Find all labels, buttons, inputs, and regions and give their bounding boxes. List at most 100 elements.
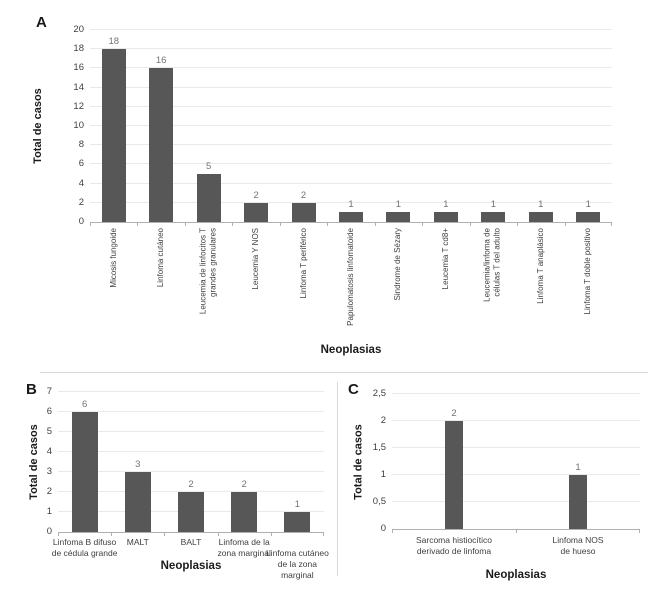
x-tick-cell: Sarcoma histiocítico derivado de linfoma	[374, 533, 534, 567]
x-tick-cell: Papulomatosis linfomatoide	[327, 227, 374, 345]
x-axis-tick	[374, 222, 376, 226]
x-axis-tick	[164, 532, 166, 536]
x-axis-title-c: Neoplasias	[485, 569, 547, 581]
x-tick-label: Sarcoma histiocítico derivado de linfoma	[415, 535, 493, 557]
bar-value-label: 6	[81, 399, 88, 410]
bar	[71, 412, 98, 532]
x-tick-label: Leucemia Y NOS	[250, 228, 260, 290]
x-tick-label: Leucemia de linfocitos T grandes granula…	[198, 228, 218, 315]
x-tick-cell: Linfoma cutáneo	[137, 227, 184, 345]
plot-area-c: 0 0,5 1 1,5 2 2,5 2 1	[373, 388, 640, 534]
x-axis-tick	[516, 529, 517, 533]
bar-value-label: 2	[300, 189, 307, 201]
y-tick-label: 20	[73, 24, 84, 35]
bar-value-label: 5	[205, 161, 212, 172]
x-axis-tick	[517, 222, 519, 226]
bar	[339, 212, 363, 222]
y-axis-title-a: Total de casos	[32, 88, 44, 164]
x-tick-label: Papulomatosis linfomatoide	[345, 228, 355, 326]
y-tick-label: 12	[73, 100, 84, 112]
x-tick-cell: Linfoma B difuso de cédula grande	[40, 535, 129, 581]
y-tick-label: 4	[46, 446, 52, 457]
x-tick-cell: Linfoma T doble positivo	[565, 227, 612, 345]
plot-area-b: 0 1 2 3 4 5 6 7 6 3 2 2 1	[47, 386, 324, 537]
bar-value-label: 1	[585, 199, 591, 211]
x-tick-cell: Linfoma cutáneo de la zona marginal	[253, 535, 342, 581]
x-tick-label: Linfoma B difuso de cédula grande	[51, 537, 118, 559]
bar-value-label: 1	[490, 199, 496, 211]
x-axis-tick	[58, 532, 59, 536]
x-tick-label: Micosis fungoide	[108, 228, 118, 288]
y-tick-label: 1,5	[372, 442, 386, 453]
x-tick-label: Linfoma de la zona marginal	[217, 537, 271, 559]
gridline	[58, 451, 324, 452]
x-tick-cell: Linfoma T anaplásico	[517, 227, 564, 345]
x-tick-cell: Linfoma de la zona marginal	[200, 535, 289, 581]
y-tick-label: 2	[380, 415, 386, 426]
y-tick-label: 0	[380, 523, 386, 534]
y-tick-label: 0	[78, 216, 84, 227]
y-tick-label: 6	[78, 158, 84, 170]
y-tick-label: 16	[73, 62, 84, 74]
bar-value-label: 18	[108, 36, 120, 48]
x-axis-tick	[422, 222, 424, 226]
x-tick-cell: BALT	[146, 535, 235, 581]
x-axis-tick	[639, 529, 640, 533]
x-axis-tick	[323, 532, 324, 536]
y-tick-label: 14	[73, 81, 84, 93]
gridline	[90, 86, 612, 88]
panel-c-letter: C	[348, 381, 359, 398]
gridline	[90, 125, 612, 126]
plot-area-a: 0 2 4 6 8 10 12 14 16 18 20 18 16 5 2 2 1 1 1 1 1 1	[73, 24, 612, 227]
bar	[445, 421, 463, 529]
horizontal-divider	[40, 372, 648, 373]
bar	[433, 212, 458, 222]
x-axis-line	[90, 222, 612, 223]
panel-c: C Total de casos 0 0,5 1 1,5 2 2,5 2 1 Sarcoma …	[337, 376, 652, 590]
gridline	[90, 144, 612, 146]
bar	[576, 212, 601, 222]
x-tick-label: BALT	[180, 537, 202, 547]
x-axis-line	[58, 532, 324, 533]
x-axis-tick	[469, 222, 471, 226]
x-tick-cell: Linfoma T periférico	[280, 227, 327, 345]
x-axis-tick	[111, 532, 113, 536]
x-tick-labels-b: Linfoma B difuso de cédula grande MALT BAL…	[52, 535, 329, 581]
bar	[481, 212, 506, 222]
x-tick-label: Leucemia T cd8+	[440, 228, 450, 290]
bar	[101, 49, 126, 222]
chart-b: 0 1 2 3 4 5 6 7 6 3 2 2 1 Linfoma B difuso de cédula…	[47, 386, 329, 581]
panel-a-letter: A	[36, 14, 47, 31]
x-tick-label: Linfoma T periférico	[298, 228, 308, 299]
gridline	[90, 163, 612, 165]
x-axis-tick	[327, 222, 329, 226]
x-tick-labels-a: Micosis fungoide Linfoma cutáneo Leucemia …	[90, 227, 612, 345]
x-tick-cell: Sindrome de Sézary	[375, 227, 422, 345]
x-axis-tick	[611, 222, 612, 226]
x-axis-tick	[137, 222, 139, 226]
gridline	[90, 29, 612, 30]
chart-c: 0 0,5 1 1,5 2 2,5 2 1 Sarcoma histiocítico deri…	[373, 388, 640, 567]
x-axis-tick	[184, 222, 186, 226]
bar-value-label: 2	[253, 189, 259, 201]
bar	[386, 212, 411, 222]
y-tick-label: 0,5	[372, 496, 386, 507]
y-tick-label: 10	[73, 120, 84, 131]
bar-value-label: 1	[443, 199, 449, 211]
bar-value-label: 3	[135, 459, 141, 470]
bar-value-label: 16	[155, 55, 167, 67]
bar	[284, 512, 311, 532]
gridline	[392, 474, 640, 475]
bar-value-label: 1	[538, 199, 544, 211]
bar-value-label: 1	[294, 499, 301, 510]
gridline	[90, 182, 612, 184]
x-tick-label: Leucemia/linfoma de células T del adulto	[482, 228, 503, 302]
x-tick-label: Linfoma cutáneo de la zona marginal	[265, 548, 329, 581]
bar	[178, 492, 204, 532]
bar-value-label: 1	[348, 199, 354, 211]
bar	[569, 475, 587, 529]
gridline	[58, 411, 324, 412]
x-axis-tick	[279, 222, 281, 226]
